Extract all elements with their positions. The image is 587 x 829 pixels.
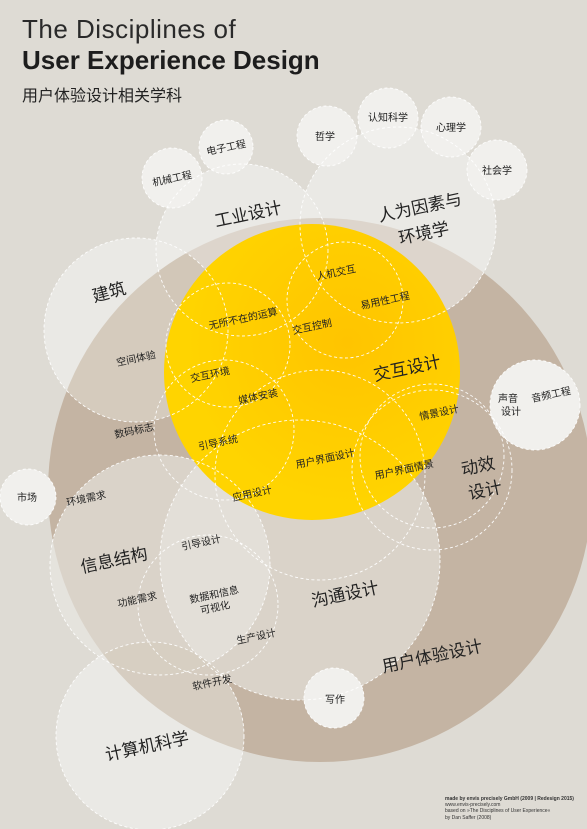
writing-outline — [303, 667, 365, 729]
interactive-environment-outline — [153, 359, 295, 501]
label-sound-1: 声音 — [498, 392, 518, 405]
market-outline — [0, 468, 57, 526]
motion-design-outline — [351, 389, 513, 551]
credits-line-1: made by envis precisely GmbH (2009 | Red… — [445, 796, 574, 802]
human-factors-outline — [299, 126, 497, 324]
scenario-design-outline — [359, 383, 505, 529]
ui-design-outline — [214, 369, 426, 581]
electrical-engineering-outline — [198, 119, 254, 175]
computer-science-outline — [55, 641, 245, 829]
philosophy-outline — [296, 105, 358, 167]
industrial-design-outline — [155, 163, 329, 337]
sociology-circle — [467, 140, 527, 200]
writing-circle — [304, 668, 364, 728]
market-circle — [0, 469, 56, 525]
cognitive-science-circle — [358, 88, 418, 148]
information-architecture-outline — [49, 454, 271, 676]
label-psychology: 心理学 — [436, 121, 466, 134]
psychology-circle — [421, 97, 481, 157]
label-market: 市场 — [17, 491, 37, 504]
mechanical-engineering-outline — [141, 147, 203, 209]
architecture-outline — [43, 237, 229, 423]
label-sociology: 社会学 — [482, 164, 512, 177]
title-line-2: User Experience Design — [22, 45, 320, 75]
title-block: The Disciplines of User Experience Desig… — [22, 14, 320, 106]
credits-line-4: by Dan Saffer (2008) — [445, 814, 492, 821]
title-line-3-chinese: 用户体验设计相关学科 — [22, 86, 183, 105]
cognitive-science-outline — [357, 87, 419, 149]
sociology-outline — [466, 139, 528, 201]
interaction-design-circle — [164, 224, 460, 520]
label-writing: 写作 — [325, 694, 345, 706]
electrical-engineering-circle — [199, 120, 253, 174]
mechanical-engineering-circle — [142, 148, 202, 208]
data-visualization-outline — [137, 534, 279, 676]
label-sound-2: 设计 — [501, 405, 521, 418]
credits-line-2: www.envis-precisely.com — [445, 802, 501, 809]
sound-design-circle — [490, 360, 580, 450]
usability-outline — [286, 241, 404, 359]
communication-design-outline — [159, 419, 441, 701]
label-philosophy: 哲学 — [315, 130, 335, 143]
credits: made by envis precisely GmbH (2009 | Red… — [445, 796, 574, 821]
label-cognitive-science: 认知科学 — [368, 111, 408, 124]
sound-design-outline — [489, 359, 581, 451]
philosophy-circle — [297, 106, 357, 166]
ubiquitous-computing-outline — [165, 282, 291, 408]
psychology-outline — [420, 96, 482, 158]
title-line-1: The Disciplines of — [22, 14, 237, 44]
credits-line-3: based on »The Disciplines of User Experi… — [445, 808, 551, 815]
